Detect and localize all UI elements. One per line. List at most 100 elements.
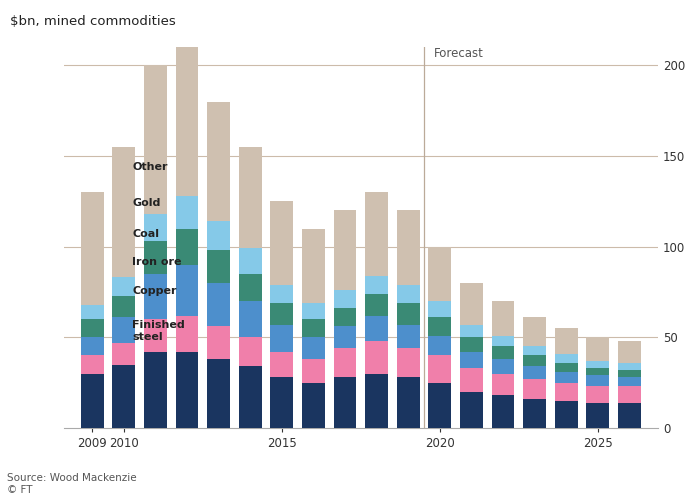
Bar <box>428 382 452 428</box>
Bar <box>302 319 325 338</box>
Bar <box>460 324 483 338</box>
Text: Iron ore: Iron ore <box>132 258 181 268</box>
Bar <box>587 386 609 402</box>
Bar <box>524 346 546 356</box>
Bar <box>428 318 452 336</box>
Bar <box>491 301 514 336</box>
Bar <box>113 278 135 295</box>
Bar <box>81 192 104 304</box>
Bar <box>428 246 452 301</box>
Bar <box>491 336 514 346</box>
Bar <box>555 382 578 401</box>
Bar <box>524 318 546 346</box>
Bar <box>460 283 483 325</box>
Text: $bn, mined commodities: $bn, mined commodities <box>10 15 176 28</box>
Bar <box>618 386 640 402</box>
Bar <box>524 399 546 428</box>
Bar <box>176 196 198 228</box>
Bar <box>239 147 262 248</box>
Bar <box>524 366 546 379</box>
Bar <box>397 303 419 324</box>
Bar <box>587 338 609 361</box>
Bar <box>334 326 356 348</box>
Bar <box>176 228 198 265</box>
Bar <box>334 210 356 290</box>
Bar <box>365 294 388 316</box>
Bar <box>176 38 198 196</box>
Bar <box>460 368 483 392</box>
Bar <box>207 283 230 327</box>
Bar <box>618 362 640 370</box>
Bar <box>176 316 198 352</box>
Bar <box>397 210 419 284</box>
Text: Copper: Copper <box>132 286 176 296</box>
Bar <box>618 370 640 377</box>
Bar <box>555 362 578 372</box>
Bar <box>491 396 514 428</box>
Bar <box>365 192 388 276</box>
Bar <box>144 241 167 274</box>
Bar <box>239 338 262 366</box>
Bar <box>113 364 135 428</box>
Bar <box>397 324 419 348</box>
Bar <box>239 301 262 338</box>
Bar <box>397 377 419 428</box>
Bar <box>144 214 167 241</box>
Text: Other: Other <box>132 162 167 172</box>
Bar <box>302 228 325 303</box>
Bar <box>239 274 262 301</box>
Bar <box>239 248 262 274</box>
Bar <box>428 356 452 382</box>
Bar <box>491 374 514 396</box>
Bar <box>302 303 325 319</box>
Bar <box>270 324 293 352</box>
Bar <box>555 372 578 382</box>
Bar <box>270 377 293 428</box>
Bar <box>618 402 640 428</box>
Bar <box>460 392 483 428</box>
Bar <box>365 316 388 341</box>
Bar <box>618 377 640 386</box>
Bar <box>81 374 104 428</box>
Bar <box>144 319 167 352</box>
Bar <box>555 328 578 353</box>
Bar <box>428 301 452 318</box>
Bar <box>460 352 483 368</box>
Bar <box>397 284 419 303</box>
Bar <box>81 338 104 355</box>
Bar <box>334 308 356 326</box>
Bar <box>207 102 230 222</box>
Bar <box>555 354 578 362</box>
Bar <box>334 290 356 308</box>
Bar <box>144 66 167 214</box>
Bar <box>207 326 230 359</box>
Text: Source: Wood Mackenzie
© FT: Source: Wood Mackenzie © FT <box>7 474 136 495</box>
Bar <box>113 318 135 343</box>
Bar <box>334 348 356 377</box>
Bar <box>587 368 609 376</box>
Bar <box>365 341 388 374</box>
Bar <box>365 374 388 428</box>
Bar <box>270 303 293 324</box>
Bar <box>113 343 135 364</box>
Bar <box>144 352 167 428</box>
Bar <box>270 284 293 303</box>
Bar <box>270 202 293 284</box>
Bar <box>81 319 104 338</box>
Bar <box>587 361 609 368</box>
Bar <box>524 379 546 399</box>
Bar <box>302 359 325 382</box>
Bar <box>618 341 640 362</box>
Bar <box>270 352 293 377</box>
Bar <box>555 401 578 428</box>
Bar <box>176 352 198 428</box>
Bar <box>334 377 356 428</box>
Bar <box>144 274 167 319</box>
Bar <box>207 222 230 250</box>
Bar <box>365 276 388 294</box>
Bar <box>113 296 135 318</box>
Bar <box>587 402 609 428</box>
Bar <box>524 356 546 366</box>
Bar <box>176 265 198 316</box>
Text: Forecast: Forecast <box>433 47 484 60</box>
